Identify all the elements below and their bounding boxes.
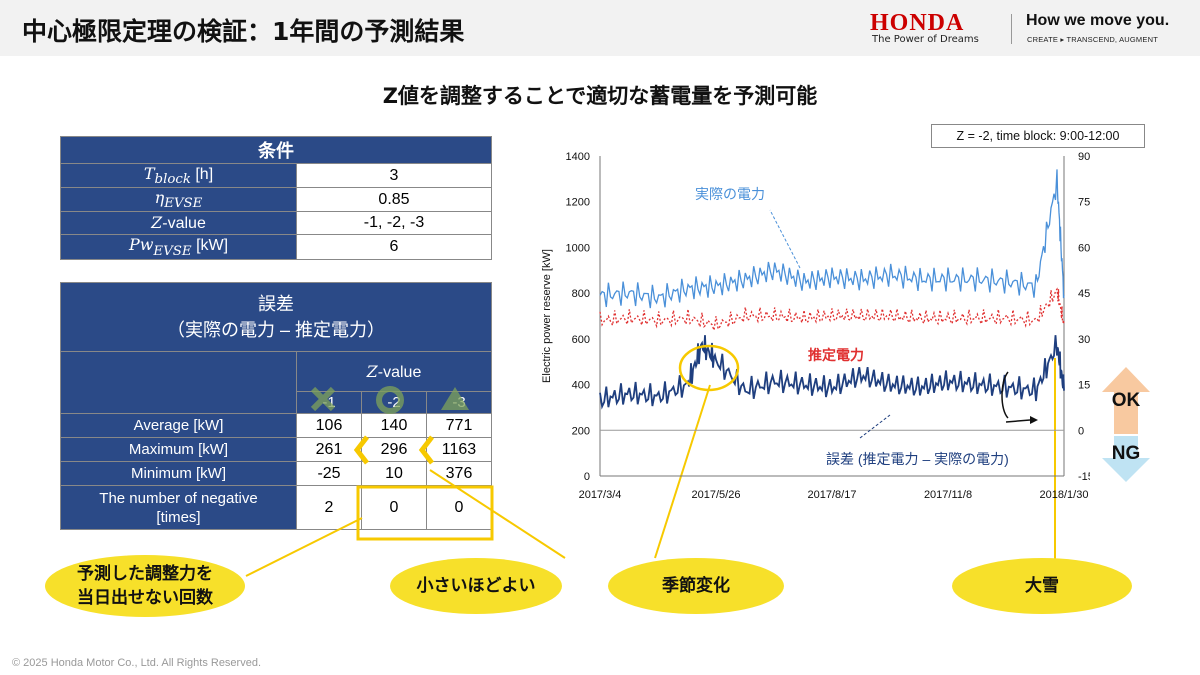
cell-average-z3: 771 — [426, 413, 492, 438]
pointer-line — [654, 384, 711, 559]
ng-label: NG — [1112, 443, 1141, 464]
series-line-2 — [599, 287, 1065, 331]
slide-subtitle: Z値を調整することで適切な蓄電量を予測可能 — [382, 84, 818, 108]
cell-negative-z2: 0 — [361, 485, 427, 530]
y-tick-label-left: 1200 — [566, 197, 590, 209]
cell-minimum-z1: -25 — [296, 461, 362, 486]
highlight-box — [356, 485, 494, 541]
cell-maximum-z1: 261 — [296, 437, 362, 462]
circle-icon — [376, 386, 404, 414]
cell-maximum-z2: 296 — [361, 437, 427, 462]
leader-actual — [769, 209, 801, 269]
y-tick-label-left: 400 — [572, 380, 590, 392]
row-label-maximum: Maximum [kW] — [60, 437, 297, 462]
y-tick-label-left: 200 — [572, 425, 590, 437]
loop-arrow-icon — [1001, 371, 1009, 419]
row-label-minimum: Minimum [kW] — [60, 461, 297, 486]
row-label-negative: The number of negative [times] — [60, 485, 297, 530]
y-tick-label-left: 600 — [572, 334, 590, 346]
callout-negative: 予測した調整力を 当日出せない回数 — [45, 555, 245, 617]
series-label-error: 誤差 (推定電力 – 実際の電力) — [826, 451, 1009, 467]
chevron-left-icon — [418, 435, 434, 465]
y-tick-label-left: 1400 — [566, 151, 590, 163]
y-tick-label-right: 750 — [1078, 197, 1090, 209]
series-label-actual: 実際の電力 — [695, 186, 765, 202]
triangle-icon — [441, 387, 469, 410]
cell-minimum-z2: 10 — [361, 461, 427, 486]
condition-label-z: Z-value — [60, 211, 297, 236]
slogan: How we move you. — [1026, 12, 1170, 29]
y-tick-label-left: 0 — [584, 471, 590, 483]
page-title: 中心極限定理の検証：1年間の予測結果 — [22, 17, 465, 46]
condition-value-z: -1, -2, -3 — [296, 211, 492, 236]
leader-error — [859, 414, 891, 439]
header-bar — [0, 0, 1200, 56]
power-chart: 0 200 400 600 800 1000 1200 1400 -150 0 150 300 450 6… — [541, 151, 1090, 501]
chart-annotation: Z = -2, time block: 9:00-12:00 — [931, 124, 1145, 148]
condition-value-tblock: 3 — [296, 162, 492, 189]
condition-label-pw: PwEVSE [kW] — [60, 234, 297, 260]
condition-label-tblock: Tblock [h] — [60, 162, 297, 189]
error-blank-cell — [60, 351, 297, 414]
callout-seasonal: 季節変化 — [608, 558, 784, 614]
y-tick-label-right: 300 — [1078, 334, 1090, 346]
y-tick-label-right: 600 — [1078, 242, 1090, 254]
condition-value-pw: 6 — [296, 234, 492, 260]
conditions-header: 条件 — [60, 136, 492, 164]
x-tick-label: 2018/1/30 — [1040, 489, 1089, 501]
y-tick-label-right: 900 — [1078, 151, 1090, 163]
callout-snow: 大雪 — [952, 558, 1132, 614]
honda-logo: HONDA — [870, 10, 965, 36]
y-tick-label-right: 0 — [1078, 425, 1084, 437]
y-axis-label-left: Electric power reserve [kW] — [541, 249, 553, 383]
ng-arrow-icon: NG — [1102, 436, 1150, 482]
series-line-3 — [599, 335, 1065, 410]
cross-icon — [310, 386, 336, 412]
honda-tagline: The Power of Dreams — [872, 34, 979, 45]
cell-minimum-z3: 376 — [426, 461, 492, 486]
series-label-estimated: 推定電力 — [808, 347, 864, 363]
condition-label-eta: ηEVSE — [60, 187, 297, 213]
y-tick-label-right: 150 — [1078, 380, 1090, 392]
ok-label: OK — [1112, 390, 1141, 411]
z-value-header: Z-value — [296, 351, 492, 392]
header-divider — [1011, 14, 1012, 44]
cell-maximum-z3: 1163 — [426, 437, 492, 462]
slogan-sub: CREATE ▸ TRANSCEND, AUGMENT — [1027, 35, 1158, 44]
x-tick-label: 2017/11/8 — [924, 489, 972, 501]
callout-smaller: 小さいほどよい — [390, 558, 562, 614]
arrow-line — [1005, 419, 1031, 423]
x-tick-label: 2017/3/4 — [579, 489, 622, 501]
series-line-1 — [599, 169, 1065, 309]
x-tick-label: 2017/8/17 — [808, 489, 857, 501]
cell-average-z1: 106 — [296, 413, 362, 438]
seasonal-highlight — [678, 344, 740, 392]
row-label-average: Average [kW] — [60, 413, 297, 438]
x-tick-label: 2017/5/26 — [692, 489, 741, 501]
arrow-head-icon — [1030, 416, 1038, 424]
cell-average-z2: 140 — [361, 413, 427, 438]
copyright: © 2025 Honda Motor Co., Ltd. All Rights … — [12, 657, 262, 669]
condition-value-eta: 0.85 — [296, 187, 492, 213]
chevron-left-icon — [353, 435, 369, 465]
ok-arrow-icon: OK — [1102, 367, 1150, 434]
conditions-table: 条件 Tblock [h] 3 ηEVSE 0.85 Z-value -1, -… — [60, 136, 492, 260]
y-tick-label-right: 450 — [1078, 288, 1090, 300]
pointer-line — [245, 517, 363, 577]
y-tick-label-right: -150 — [1078, 471, 1090, 483]
y-tick-label-left: 1000 — [566, 242, 590, 254]
y-tick-label-left: 800 — [572, 288, 590, 300]
pointer-line — [429, 469, 566, 559]
error-header: 誤差 （実際の電力 – 推定電力） — [60, 282, 492, 352]
